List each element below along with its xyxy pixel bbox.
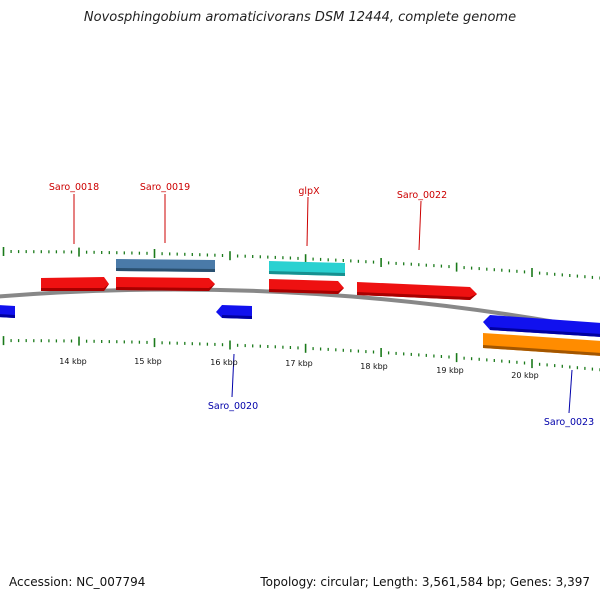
accession-text: Accession: NC_007794 bbox=[9, 575, 146, 589]
label-glpx[interactable]: glpX bbox=[298, 186, 320, 197]
gene-saro-0022[interactable] bbox=[357, 282, 477, 300]
feature-glpx-rna[interactable] bbox=[269, 261, 345, 276]
gene-saro-0018[interactable] bbox=[41, 277, 109, 291]
label-saro-0022[interactable]: Saro_0022 bbox=[397, 190, 447, 201]
gene-glpx[interactable] bbox=[269, 279, 344, 294]
label-saro-0019[interactable]: Saro_0019 bbox=[140, 182, 190, 193]
scale-label-16: 16 kbp bbox=[210, 358, 238, 367]
gene-saro-0020[interactable] bbox=[216, 305, 252, 319]
leader-glpx bbox=[306, 196, 309, 247]
inner-tick-row bbox=[2, 336, 600, 372]
gene-saro-0019[interactable] bbox=[116, 277, 215, 291]
scale-label-17: 17 kbp bbox=[285, 359, 313, 368]
genome-backbone bbox=[0, 287, 600, 333]
outer-tick-row bbox=[2, 247, 600, 280]
label-saro-0020[interactable]: Saro_0020 bbox=[208, 401, 258, 412]
map-title: Novosphingobium aromaticivorans DSM 1244… bbox=[83, 10, 517, 25]
leader-saro-0022 bbox=[418, 200, 422, 251]
feature-saro-0023-orange[interactable] bbox=[483, 333, 600, 356]
label-saro-0018[interactable]: Saro_0018 bbox=[49, 182, 99, 193]
scale-label-15: 15 kbp bbox=[134, 357, 162, 366]
scale-label-14: 14 kbp bbox=[59, 357, 87, 366]
scale-label-18: 18 kbp bbox=[360, 362, 388, 371]
label-saro-0023[interactable]: Saro_0023 bbox=[544, 417, 594, 428]
gene-left-partial[interactable] bbox=[0, 305, 15, 318]
leader-saro-0020 bbox=[231, 353, 235, 398]
genome-stats-text: Topology: circular; Length: 3,561,584 bp… bbox=[260, 575, 590, 589]
feature-saro-0019-pseudo[interactable] bbox=[116, 259, 215, 272]
gene-saro-0023[interactable] bbox=[483, 315, 600, 337]
leader-saro-0023 bbox=[568, 369, 573, 414]
scale-label-20: 20 kbp bbox=[511, 371, 539, 380]
scale-label-19: 19 kbp bbox=[436, 366, 464, 375]
